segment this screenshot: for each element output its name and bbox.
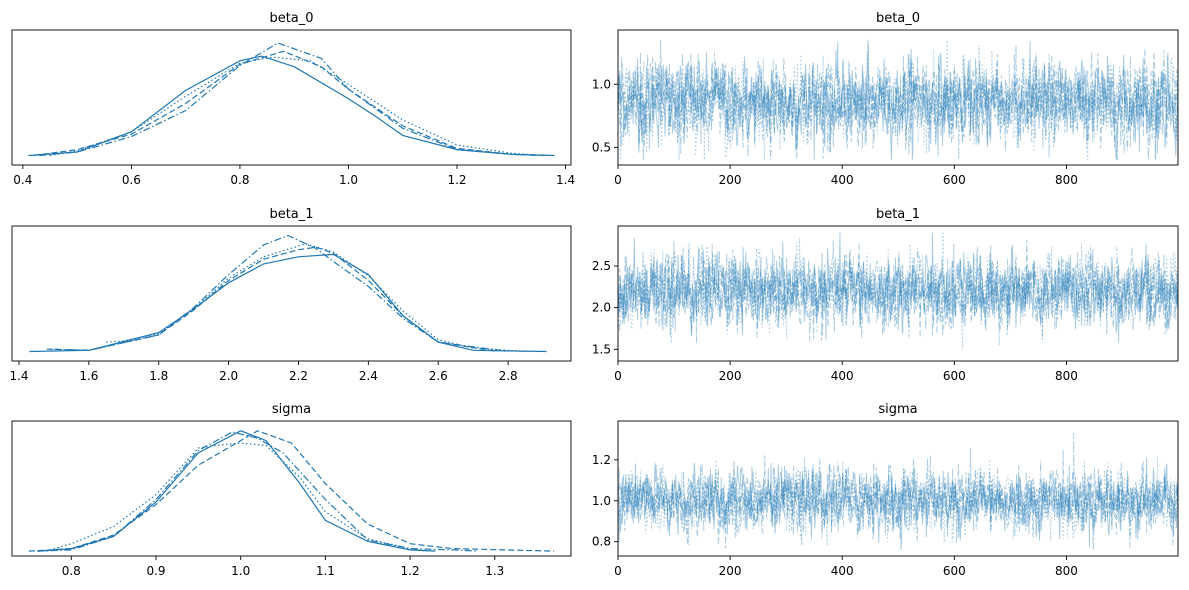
x-tick-label: 1.0 [339, 173, 358, 187]
trace-line-chain-3 [618, 240, 1178, 342]
trace-line-chain-3 [618, 433, 1178, 550]
x-tick-label: 600 [943, 173, 966, 187]
trace-line-chain-0 [618, 457, 1178, 550]
x-tick-label: 600 [943, 369, 966, 383]
x-tick-label: 200 [719, 564, 742, 578]
plot-area [28, 430, 555, 552]
trace-line-chain-2 [618, 232, 1178, 351]
kde-line-chain-1 [46, 246, 498, 353]
plot-area [618, 39, 1178, 161]
x-tick-label: 2.4 [359, 369, 378, 383]
axes-frame [11, 29, 572, 166]
trace-line-chain-1 [618, 240, 1178, 344]
panel-title: beta_1 [269, 207, 313, 222]
kde-line-chain-2 [49, 56, 544, 157]
x-tick-label: 1.4 [9, 369, 28, 383]
x-tick-label: 200 [719, 369, 742, 383]
axes-frame [617, 225, 1179, 362]
x-tick-label: 1.4 [556, 173, 575, 187]
x-tick-label: 600 [943, 564, 966, 578]
plot-area [29, 234, 547, 353]
x-tick-label: 400 [831, 369, 854, 383]
x-tick-label: 200 [719, 173, 742, 187]
plot-area [618, 433, 1178, 550]
x-tick-label: 0.4 [13, 173, 32, 187]
y-tick-label: 1.5 [592, 342, 611, 356]
y-tick-label: 0.5 [592, 140, 611, 154]
x-tick-label: 0.6 [122, 173, 141, 187]
x-tick-label: 2.0 [219, 369, 238, 383]
x-tick-label: 1.1 [316, 564, 335, 578]
kde-line-chain-2 [106, 243, 526, 353]
panel-trace-1: beta_0 0 200 400 600 800 0.5 1.0 [592, 11, 1179, 187]
trace-line-chain-3 [618, 44, 1178, 160]
axes-frame [617, 29, 1179, 166]
panel-trace-3: beta_1 0 200 400 600 800 1.5 2.0 2.5 [592, 207, 1179, 383]
axes-frame [617, 420, 1179, 557]
trace-line-chain-0 [618, 39, 1178, 161]
kde-line-chain-0 [29, 253, 547, 353]
trace-line-chain-1 [618, 39, 1178, 160]
kde-line-chain-3 [39, 42, 539, 157]
axes-frame [11, 420, 572, 557]
x-tick-label: 800 [1055, 173, 1078, 187]
x-tick-label: 400 [831, 564, 854, 578]
kde-line-chain-3 [53, 234, 509, 353]
x-tick-label: 1.0 [231, 564, 250, 578]
y-tick-label: 1.0 [592, 77, 611, 91]
trace-line-chain-0 [618, 232, 1178, 343]
panel-title: beta_0 [269, 11, 313, 26]
x-tick-label: 0.8 [230, 173, 249, 187]
x-tick-label: 0.8 [62, 564, 81, 578]
x-tick-label: 800 [1055, 369, 1078, 383]
panel-title: beta_0 [876, 11, 920, 26]
plot-area [28, 42, 555, 157]
x-tick-label: 2.6 [429, 369, 448, 383]
kde-line-chain-1 [28, 430, 555, 552]
x-tick-label: 0.9 [146, 564, 165, 578]
panel-kde-4: sigma 0.8 0.9 1.0 1.1 1.2 1.3 [11, 402, 572, 578]
x-tick-label: 1.6 [79, 369, 98, 383]
kde-line-chain-2 [45, 442, 428, 552]
trace-line-chain-2 [618, 39, 1178, 160]
panel-kde-0: beta_0 0.4 0.6 0.8 1.0 1.2 1.4 [11, 11, 575, 187]
y-tick-label: 2.0 [592, 301, 611, 315]
x-tick-label: 400 [831, 173, 854, 187]
axes-frame [11, 225, 572, 362]
plot-area [618, 232, 1178, 351]
kde-line-chain-1 [33, 50, 550, 157]
x-tick-label: 0 [614, 173, 622, 187]
kde-line-chain-3 [37, 431, 478, 552]
y-tick-label: 0.8 [592, 535, 611, 549]
panel-title: beta_1 [876, 207, 920, 222]
y-tick-label: 2.5 [592, 259, 611, 273]
panel-title: sigma [272, 402, 311, 417]
panel-title: sigma [878, 402, 917, 417]
x-tick-label: 0 [614, 369, 622, 383]
trace-line-chain-2 [618, 456, 1178, 546]
panel-kde-2: beta_1 1.4 1.6 1.8 2.0 2.2 2.4 2.6 2.8 [9, 207, 572, 383]
x-tick-label: 800 [1055, 564, 1078, 578]
y-tick-label: 1.2 [592, 453, 611, 467]
x-tick-label: 1.8 [149, 369, 168, 383]
x-tick-label: 1.2 [401, 564, 420, 578]
x-tick-label: 1.2 [447, 173, 466, 187]
x-tick-label: 1.3 [485, 564, 504, 578]
x-tick-label: 2.8 [499, 369, 518, 383]
kde-line-chain-0 [37, 430, 436, 552]
trace-line-chain-1 [618, 448, 1178, 549]
panel-trace-5: sigma 0 200 400 600 800 0.8 1.0 1.2 [592, 402, 1179, 578]
y-tick-label: 1.0 [592, 494, 611, 508]
x-tick-label: 2.2 [289, 369, 308, 383]
x-tick-label: 0 [614, 564, 622, 578]
